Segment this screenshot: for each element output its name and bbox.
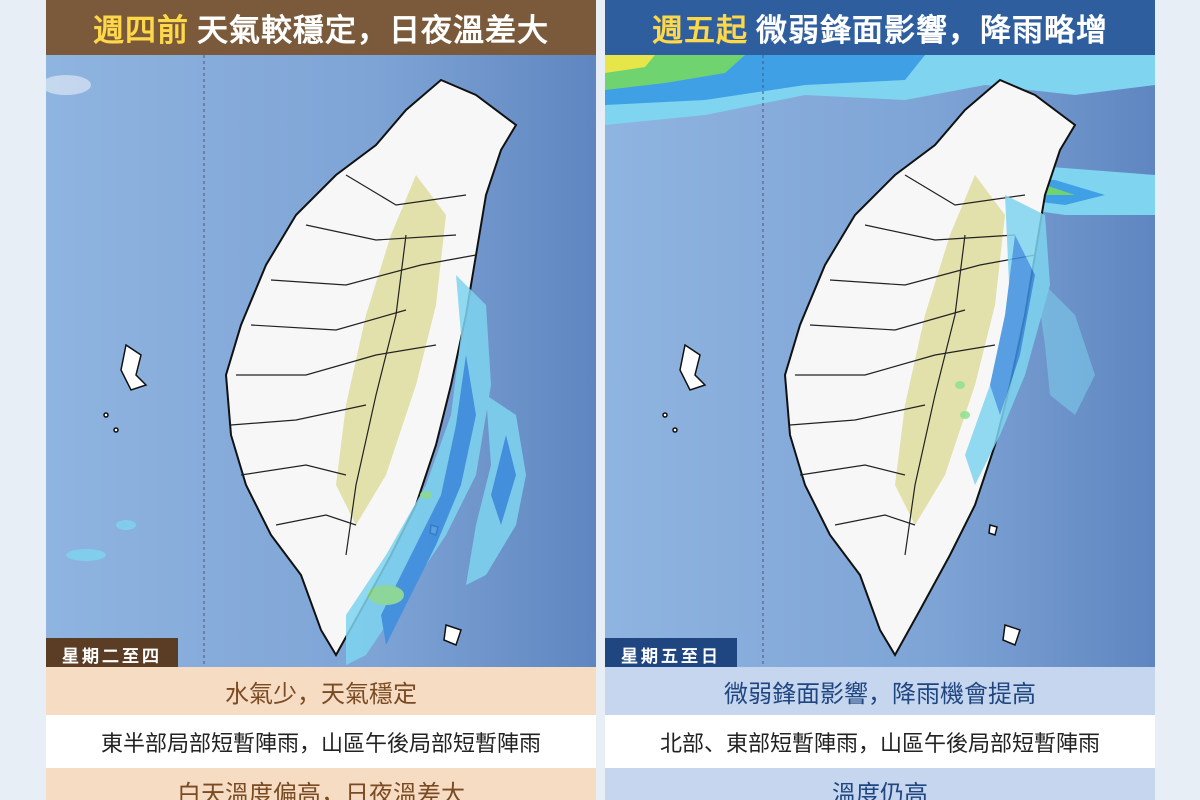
panel-title: 週五起 微弱鋒面影響，降雨略增 (605, 0, 1155, 55)
rain-forecast-map: 星期二至四 4/15-4/17 (46, 55, 596, 667)
summary-line-1: 微弱鋒面影響，降雨機會提高 (605, 667, 1155, 715)
summary-line-2: 北部、東部短暫陣雨，山區午後局部短暫陣雨 (605, 715, 1155, 768)
title-highlight: 週五起 (652, 13, 748, 49)
rain-forecast-map: 星期五至日 4/18-4/20 (605, 55, 1155, 667)
forecast-panel-left: 週四前 天氣較穩定，日夜溫差大 (46, 0, 596, 800)
forecast-panel-right: 週五起 微弱鋒面影響，降雨略增 (605, 0, 1155, 800)
panel-title: 週四前 天氣較穩定，日夜溫差大 (46, 0, 596, 55)
rain-area (955, 195, 1095, 485)
title-highlight: 週四前 (93, 13, 189, 49)
day-range-label: 星期五至日 (605, 638, 737, 667)
rain-area (346, 275, 526, 665)
summary-line-3: 白天溫度偏高，日夜溫差大 (46, 768, 596, 800)
title-text: 微弱鋒面影響，降雨略增 (756, 13, 1108, 49)
title-text: 天氣較穩定，日夜溫差大 (197, 13, 549, 49)
day-range-label: 星期二至四 (46, 638, 178, 667)
summary-line-1: 水氣少，天氣穩定 (46, 667, 596, 715)
summary-line-3: 溫度仍高 (605, 768, 1155, 800)
summary-line-2: 東半部局部短暫陣雨，山區午後局部短暫陣雨 (46, 715, 596, 768)
